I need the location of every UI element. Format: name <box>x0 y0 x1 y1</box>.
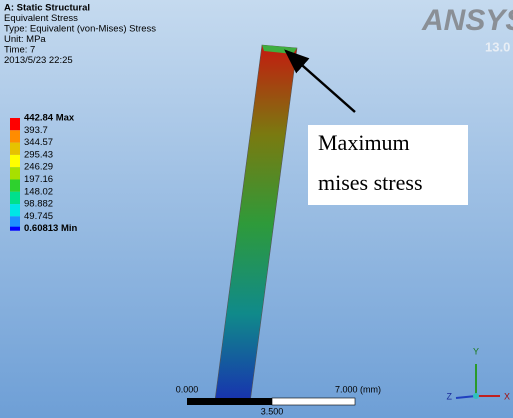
triad-x: X <box>504 391 510 401</box>
legend-swatch <box>10 167 20 179</box>
legend-label: 0.60813 Min <box>24 223 78 234</box>
scale-start: 0.000 <box>176 384 199 394</box>
legend-swatch <box>10 118 20 130</box>
legend-swatch <box>10 143 20 155</box>
header-line: 2013/5/23 22:25 <box>4 55 73 66</box>
scale-middle: 3.500 <box>261 406 284 416</box>
scale-white <box>272 398 355 405</box>
header-line: Time: 7 <box>4 45 35 56</box>
legend-swatch <box>10 204 20 216</box>
header-line: Unit: MPa <box>4 34 46 45</box>
triad-z: Z <box>447 391 453 401</box>
viewport: A: Static Structural Equivalent StressTy… <box>0 0 513 418</box>
legend-label: 295.43 <box>24 149 53 160</box>
legend-label: 393.7 <box>24 125 48 136</box>
scale-end: 7.000 (mm) <box>335 384 381 394</box>
legend-swatch <box>10 192 20 204</box>
header-title: A: Static Structural <box>4 3 90 14</box>
legend-swatch <box>10 130 20 142</box>
legend-label: 246.29 <box>24 162 53 173</box>
legend-label: 98.882 <box>24 199 53 210</box>
header-line: Type: Equivalent (von-Mises) Stress <box>4 24 156 35</box>
triad-origin <box>473 393 479 399</box>
legend-swatch <box>10 155 20 167</box>
legend-label: 344.57 <box>24 137 53 148</box>
legend-swatch <box>10 227 20 231</box>
legend-label: 49.745 <box>24 211 53 222</box>
legend-label: 197.16 <box>24 174 53 185</box>
legend-label: 442.84 Max <box>24 113 75 124</box>
triad-y: Y <box>473 346 479 356</box>
annotation-line: mises stress <box>318 170 423 195</box>
header-line: Equivalent Stress <box>4 13 78 24</box>
scale-black <box>187 398 272 405</box>
logo-name: ANSYS <box>421 4 513 37</box>
logo-version: 13.0 <box>485 39 510 54</box>
legend-swatch <box>10 180 20 192</box>
legend-label: 148.02 <box>24 186 53 197</box>
annotation-line: Maximum <box>318 130 410 155</box>
